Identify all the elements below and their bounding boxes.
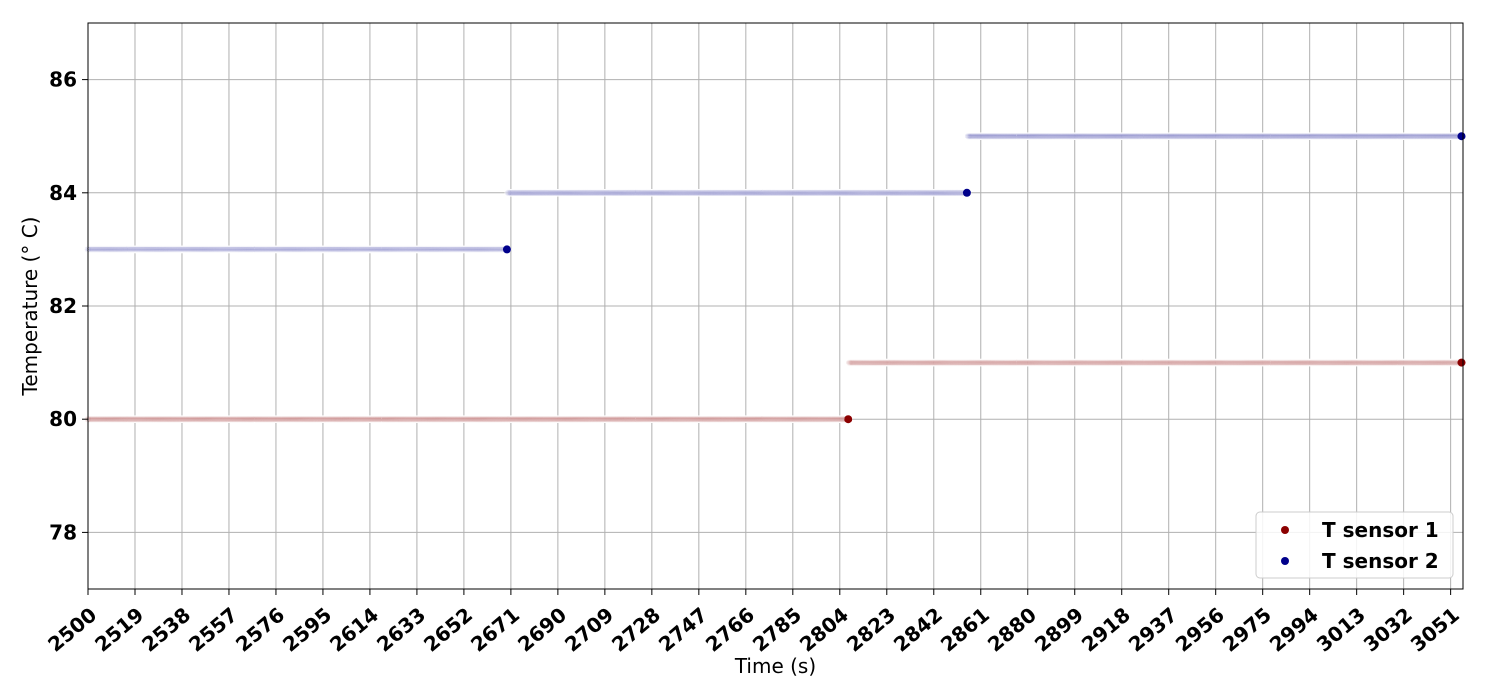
legend-label: T sensor 1 [1322,518,1439,542]
x-tick-label: 2709 [560,602,618,656]
data-marks [84,132,1466,424]
grid [87,23,1463,589]
data-point [844,415,853,424]
data-point [962,188,971,197]
y-tick-label: 82 [49,294,77,318]
x-tick-label: 3051 [1406,602,1464,656]
x-tick-label: 2652 [419,602,477,656]
x-tick-label: 2690 [513,602,571,656]
y-tick-label: 80 [49,407,77,431]
x-tick-label: 2975 [1218,602,1276,656]
x-tick-label: 2747 [654,602,712,656]
x-tick-label: 2804 [795,602,853,656]
x-tick-label: 2633 [372,602,430,656]
x-tick-label: 2557 [184,602,242,656]
x-axis-ticks: 2500251925382557257625952614263326522671… [43,589,1464,657]
data-point [502,245,511,254]
data-point [1457,358,1466,367]
data-point [1457,132,1466,141]
legend: T sensor 1 T sensor 2 [1255,511,1454,579]
y-axis-label: Temperature (° C) [18,217,42,397]
x-tick-label: 2785 [748,602,806,656]
x-tick-label: 2899 [1030,602,1088,656]
x-tick-label: 2937 [1124,602,1182,656]
legend-marker [1281,557,1289,565]
x-tick-label: 2994 [1265,602,1323,656]
x-tick-label: 2595 [278,602,336,656]
x-tick-label: 2766 [701,602,759,656]
x-tick-label: 2842 [889,602,947,656]
series-1 [84,358,1466,424]
legend-label: T sensor 2 [1322,549,1439,573]
y-tick-label: 86 [49,68,77,92]
x-tick-label: 2519 [90,602,148,656]
y-tick-label: 78 [49,520,77,544]
x-tick-label: 2918 [1077,602,1135,656]
x-tick-label: 2614 [325,602,383,656]
legend-marker [1281,526,1289,534]
x-axis-label: Time (s) [734,654,816,678]
x-tick-label: 2500 [43,602,101,656]
x-tick-label: 2576 [231,602,289,656]
y-axis-ticks: 78 80 82 84 86 [49,68,88,544]
x-tick-label: 3032 [1359,602,1417,656]
x-tick-label: 2671 [466,602,524,656]
x-tick-label: 2823 [842,602,900,656]
x-tick-label: 2880 [983,602,1041,656]
x-tick-label: 3013 [1312,602,1370,656]
x-tick-label: 2956 [1171,602,1229,656]
x-tick-label: 2728 [607,602,665,656]
x-tick-label: 2538 [137,602,195,656]
x-tick-label: 2861 [936,602,994,656]
y-tick-label: 84 [49,181,77,205]
